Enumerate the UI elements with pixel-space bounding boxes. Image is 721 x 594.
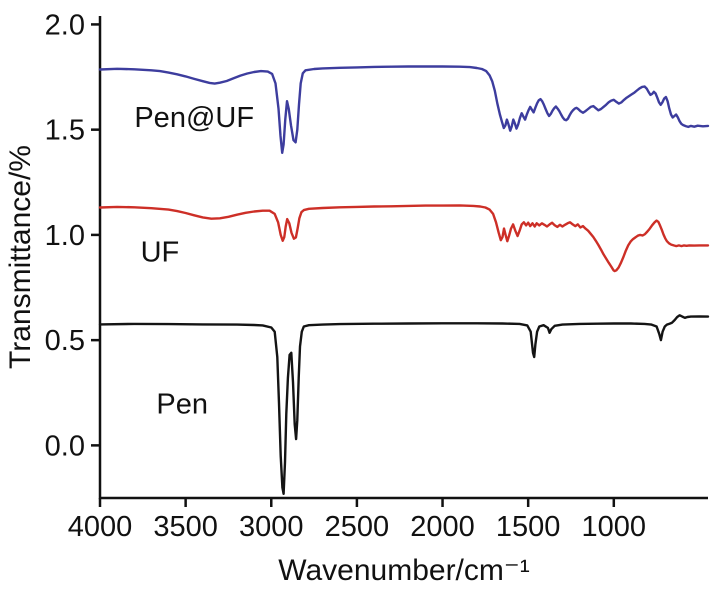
x-tick-label: 3000 [239,511,304,543]
x-tick-label: 3500 [153,511,218,543]
axis-spines [98,16,708,500]
series-label-uf: UF [141,237,180,269]
series-labels: Pen@UF UF Pen [134,102,254,420]
series-line-uf [98,204,710,273]
series-line-pen [98,314,710,495]
y-tick-label: 2.0 [45,9,85,41]
y-tick-label: 0.5 [45,325,85,357]
series-line-pen-uf [98,65,710,155]
x-tick-label: 1500 [496,511,561,543]
series-lines [98,65,710,495]
y-tick-label: 1.5 [45,115,85,147]
x-tick-label: 4000 [68,511,133,543]
series-label-pen: Pen [156,388,208,420]
y-tick-label: 1.0 [45,220,85,252]
y-tick-label: 0.0 [45,430,85,462]
x-tick-label: 1000 [582,511,647,543]
x-axis-title: Wavenumber/cm⁻¹ [278,554,529,587]
axes: 4000 3500 3000 2500 2000 1500 1000 0.0 0.5 1.0 1.5… [45,9,708,543]
x-tick-label: 2000 [410,511,475,543]
series-label-pen-uf: Pen@UF [134,102,254,134]
y-axis-title: Transmittance/% [4,145,37,369]
x-tick-label: 2500 [325,511,390,543]
